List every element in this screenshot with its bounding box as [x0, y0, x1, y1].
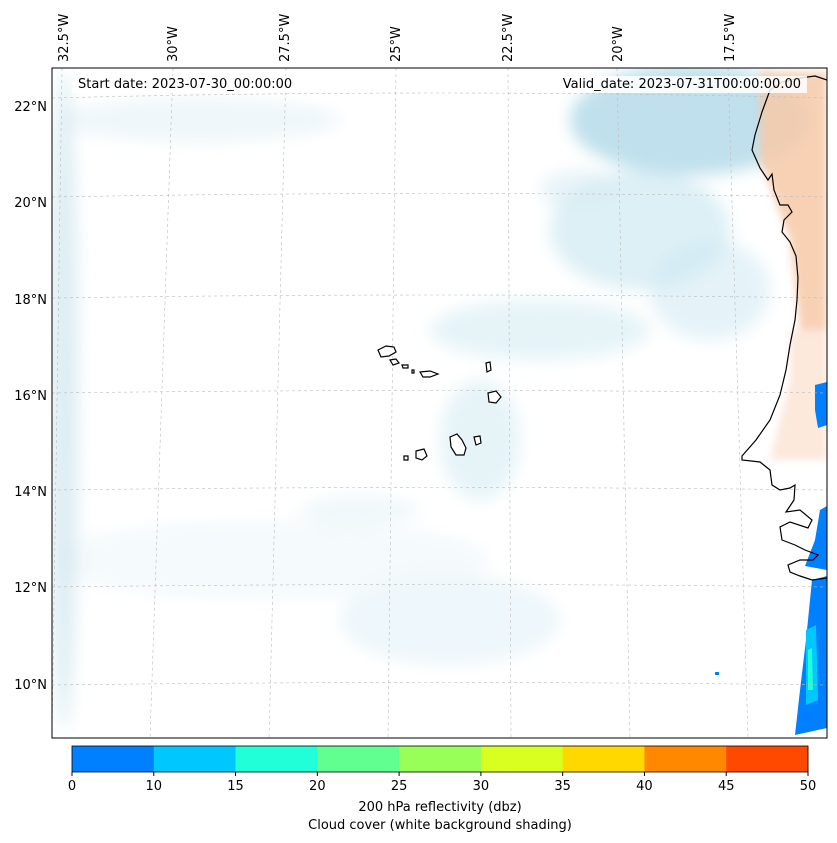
latitude-labels: 22°N 20°N 18°N 16°N 14°N 12°N 10°N	[14, 100, 47, 693]
colorbar-tick-label: 25	[391, 779, 408, 794]
coastline	[741, 75, 827, 581]
map-frame	[51, 67, 828, 739]
colorbar-tick-label: 10	[146, 779, 163, 794]
lon-label: 32.5°W	[57, 14, 72, 62]
colorbar-subtitle: Cloud cover (white background shading)	[308, 818, 572, 833]
lat-label: 18°N	[14, 293, 47, 308]
lat-label: 10°N	[14, 678, 47, 693]
lon-label: 25°W	[389, 26, 404, 62]
colorbar-tick-label: 15	[227, 779, 244, 794]
cape-verde-islands	[377, 345, 502, 461]
colorbar-segment	[235, 746, 318, 772]
cloud-cover-shading	[52, 68, 810, 730]
colorbar-tick-label: 45	[718, 779, 735, 794]
lon-label: 27.5°W	[278, 14, 293, 62]
lat-label: 16°N	[14, 389, 47, 404]
lat-label: 22°N	[14, 100, 47, 115]
lat-label: 12°N	[14, 581, 47, 596]
lat-label: 20°N	[14, 196, 47, 211]
lon-label: 17.5°W	[723, 14, 738, 62]
colorbar-segment	[644, 746, 727, 772]
lon-label: 20°W	[611, 26, 626, 62]
colorbar-tick-label: 20	[309, 779, 326, 794]
start-date-label: Start date: 2023-07-30_00:00:00	[72, 76, 299, 93]
colorbar-frame	[71, 745, 809, 773]
colorbar-title: 200 hPa reflectivity (dbz)	[358, 800, 522, 815]
colorbar-tick-label: 50	[800, 779, 817, 794]
land-warm-shading	[760, 72, 827, 460]
colorbar-segment	[317, 746, 400, 772]
colorbar-tick-label: 30	[473, 779, 490, 794]
lon-label: 22.5°W	[501, 14, 516, 62]
colorbar-segment	[562, 746, 645, 772]
colorbar: 0 10 15 20 25 30 35 40 45 50	[68, 745, 817, 794]
longitude-labels: 32.5°W 30°W 27.5°W 25°W 22.5°W 20°W 17.5…	[57, 14, 738, 62]
colorbar-tick-label: 35	[554, 779, 571, 794]
valid-date-label: Valid_date: 2023-07-31T00:00:00.00	[556, 76, 807, 93]
lon-label: 30°W	[166, 26, 181, 62]
colorbar-segment	[153, 746, 237, 772]
colorbar-segment	[72, 746, 155, 772]
colorbar-tick-label: 40	[636, 779, 653, 794]
colorbar-segment	[726, 746, 809, 772]
colorbar-segment	[480, 746, 564, 772]
colorbar-tick-label: 0	[68, 779, 76, 794]
lat-label: 14°N	[14, 485, 47, 500]
colorbar-segment	[399, 746, 482, 772]
gridlines	[52, 68, 827, 738]
